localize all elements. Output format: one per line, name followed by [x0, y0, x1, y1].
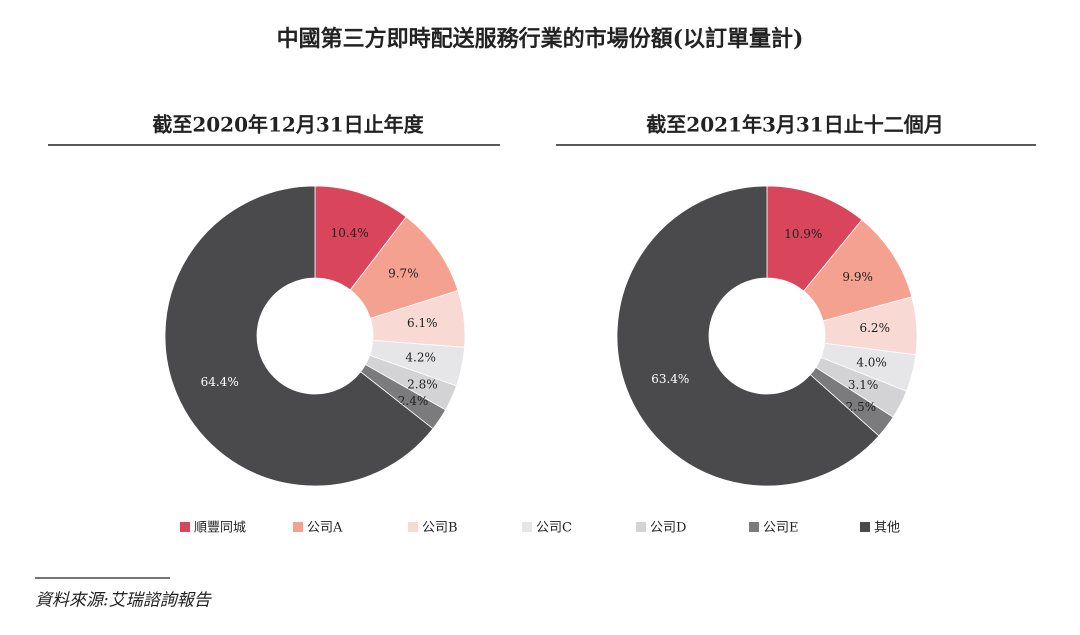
legend-swatch [180, 522, 190, 532]
value-label: 63.4% [651, 372, 689, 386]
legend-swatch [408, 522, 418, 532]
value-label: 10.4% [331, 226, 369, 240]
legend-label: 公司D [650, 521, 686, 536]
value-label: 6.2% [859, 321, 890, 335]
value-label: 4.0% [856, 355, 887, 369]
legend-label: 公司E [763, 521, 799, 536]
main-title: 中國第三方即時配送服務行業的市場份額(以訂單量計) [277, 26, 804, 52]
legend-swatch [636, 522, 646, 532]
legend-label: 公司A [307, 521, 343, 536]
slice [616, 185, 880, 487]
value-label: 10.9% [784, 227, 822, 241]
legend-swatch [293, 522, 303, 532]
legend-swatch [860, 522, 870, 532]
value-label: 2.5% [846, 400, 877, 414]
legend-label: 其他 [874, 521, 900, 536]
legend-label: 公司B [422, 521, 458, 536]
legend-swatch [749, 522, 759, 532]
value-label: 3.1% [848, 378, 879, 392]
value-label: 2.8% [407, 377, 438, 391]
value-label: 2.4% [398, 394, 429, 408]
value-label: 64.4% [201, 375, 239, 389]
legend-swatch [522, 522, 532, 532]
chart-title: 截至2020年12月31日止年度 [152, 113, 424, 137]
value-label: 6.1% [407, 316, 438, 330]
chart-title: 截至2021年3月31日止十二個月 [646, 113, 943, 137]
slice [164, 185, 434, 487]
value-label: 9.9% [842, 270, 873, 284]
legend-label: 公司C [536, 521, 572, 536]
value-label: 9.7% [388, 266, 419, 280]
legend-label: 順豐同城 [194, 521, 246, 536]
value-label: 4.2% [405, 351, 436, 365]
source: 資料來源:艾瑞諮詢報告 [35, 591, 213, 611]
